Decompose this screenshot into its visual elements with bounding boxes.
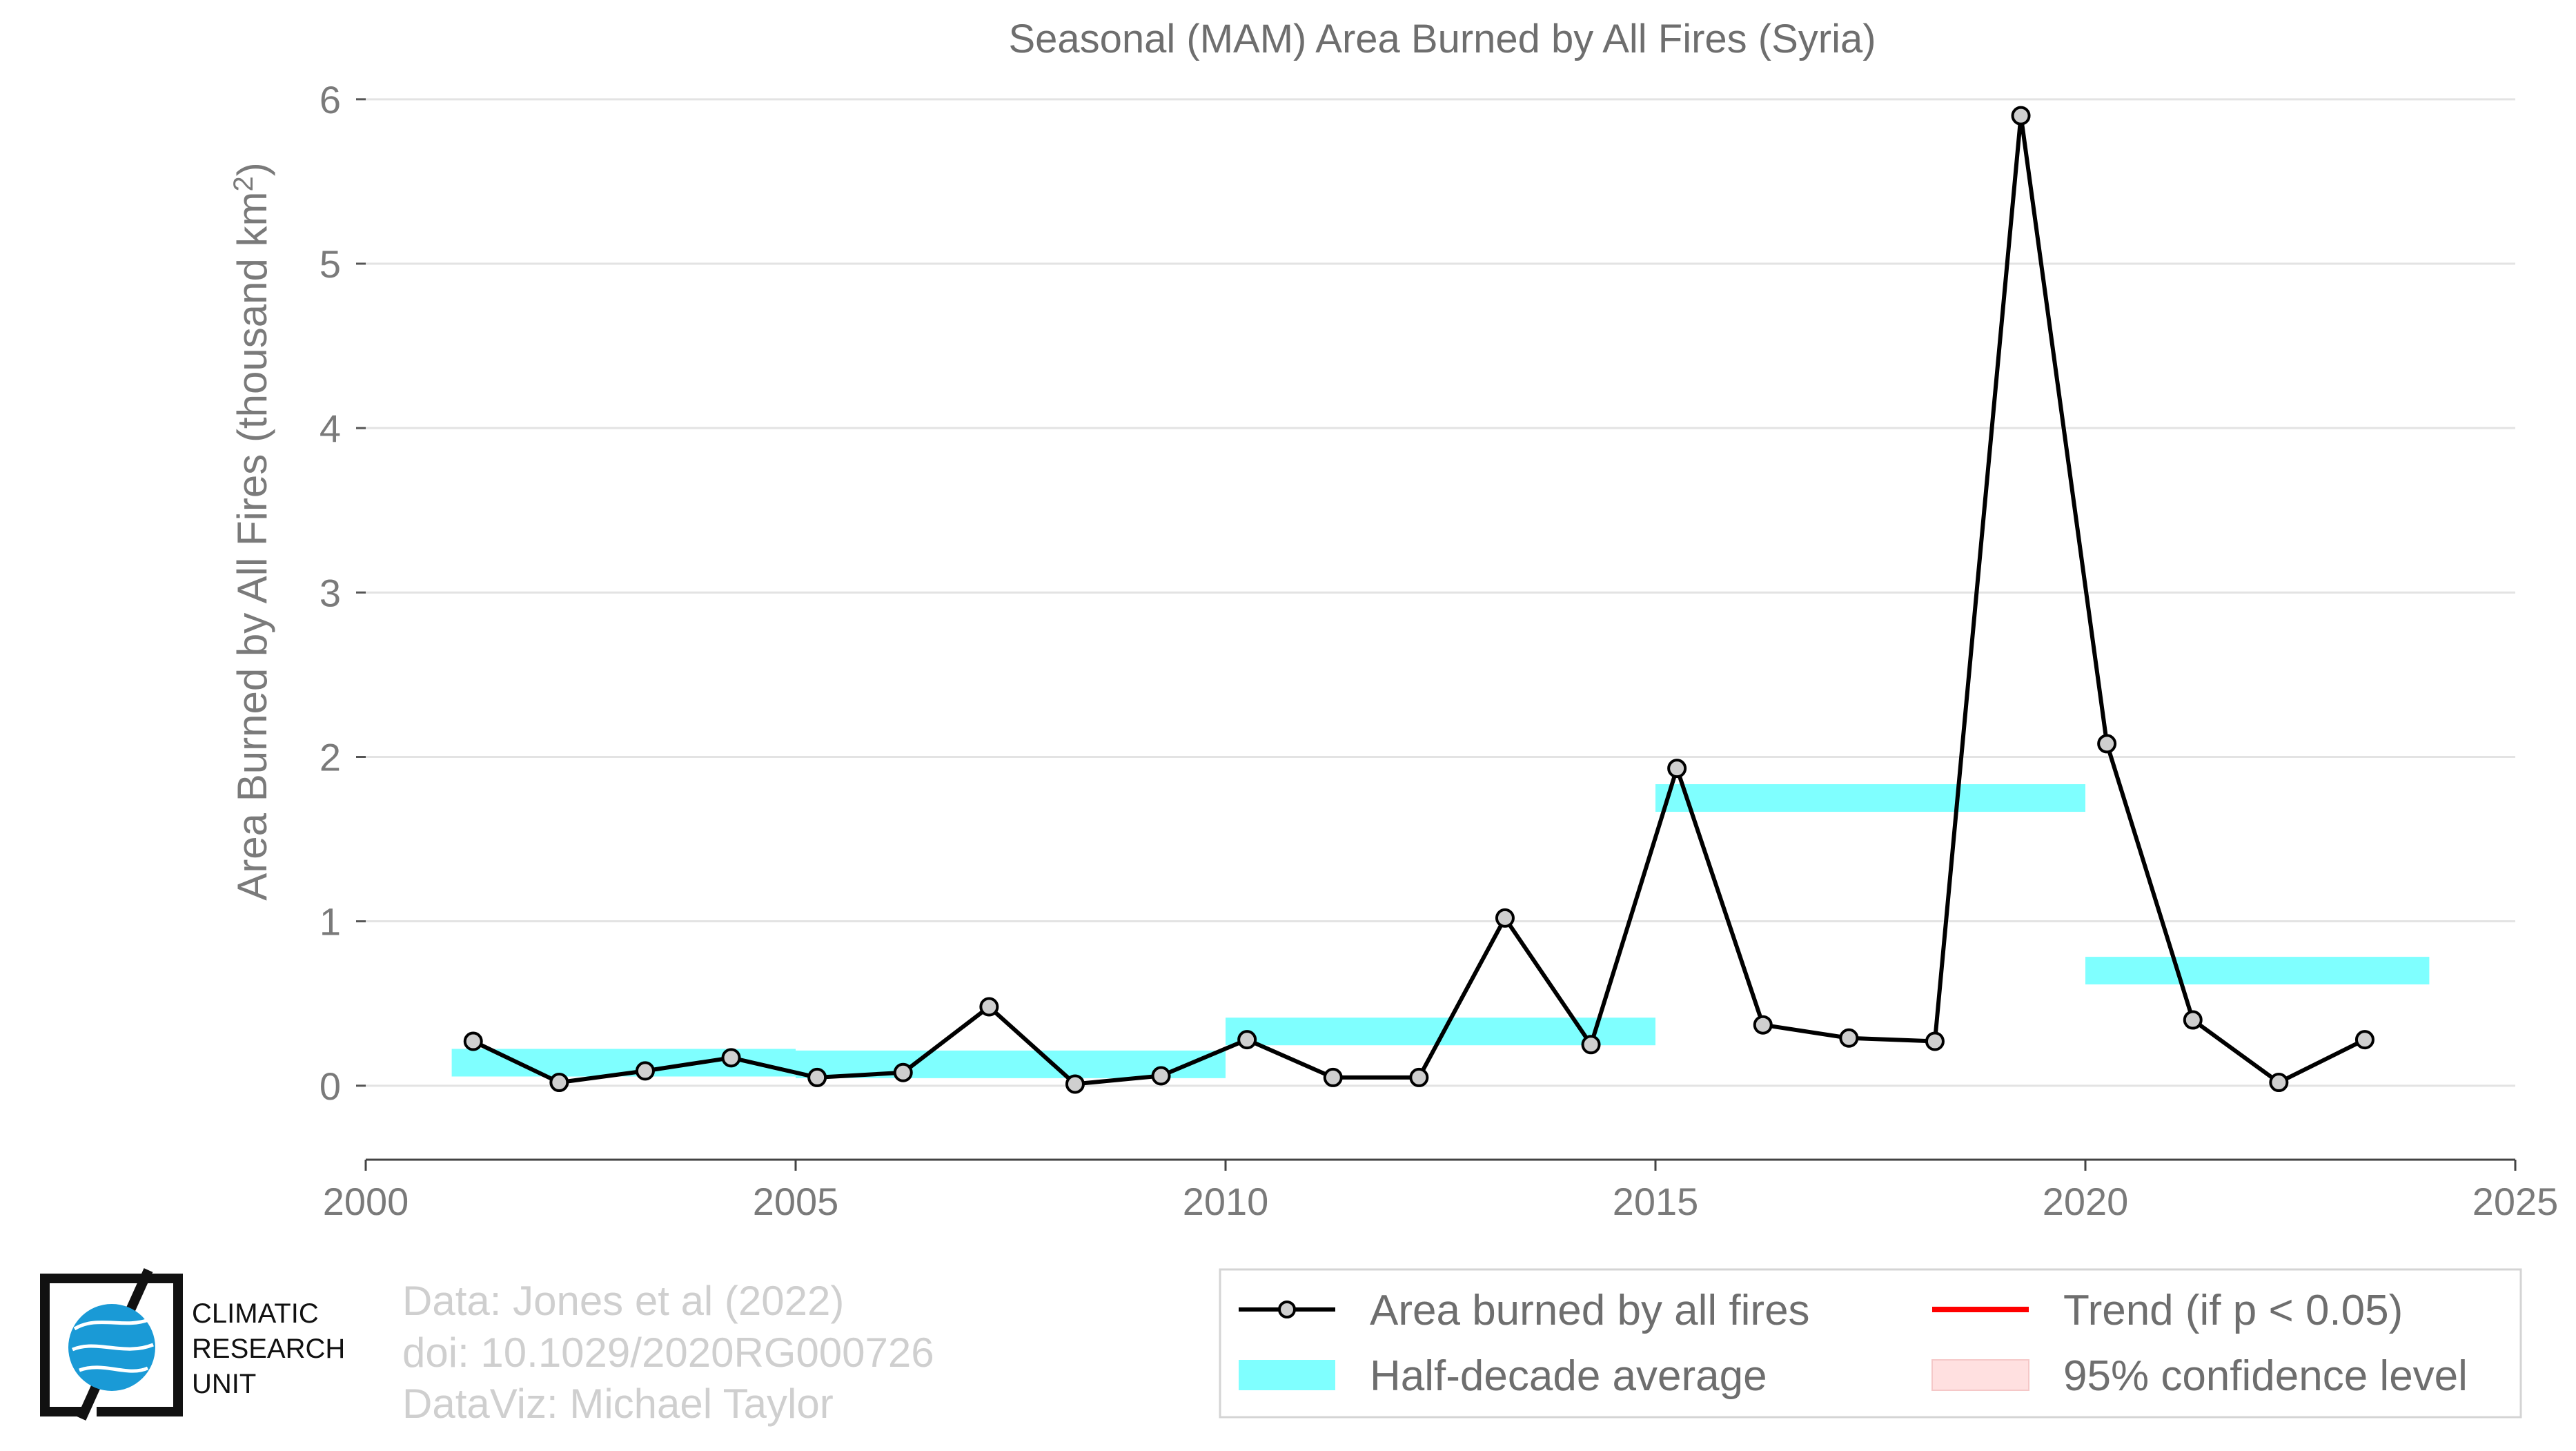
footer: Data: Jones et al (2022) doi: 10.1029/20…	[402, 1278, 934, 1427]
footer-dataviz: DataViz: Michael Taylor	[402, 1381, 834, 1427]
x-tick-label-2000: 2000	[323, 1180, 409, 1223]
legend-label-0: Area burned by all fires	[1370, 1287, 1810, 1334]
y-tick-label-5: 5	[319, 242, 341, 286]
data-point-7	[1065, 1074, 1085, 1094]
data-point-9	[1237, 1030, 1257, 1050]
half-decade-bar-4	[2085, 957, 2430, 985]
data-point-1	[549, 1073, 569, 1093]
footer-data-source: Data: Jones et al (2022)	[402, 1278, 844, 1324]
logo-text-research: RESEARCH	[192, 1334, 345, 1364]
legend-items: Area burned by all fires Trend (if p < 0.…	[1239, 1287, 2468, 1400]
data-point-8	[1151, 1066, 1171, 1086]
data-point-4	[807, 1067, 827, 1087]
x-axis: 2000 2005 2010 2015 2020 2025	[323, 1158, 2559, 1223]
half-decade-bar-3	[1655, 784, 2085, 812]
data-point-17	[1925, 1031, 1945, 1051]
y-tick-label-6: 6	[319, 78, 341, 121]
data-point-21	[2269, 1073, 2289, 1093]
data-point-18	[2011, 106, 2031, 126]
data-point-0	[463, 1031, 483, 1051]
y-tick-label-1: 1	[319, 900, 341, 944]
x-tick-label-2020: 2020	[2043, 1180, 2129, 1223]
data-point-3	[721, 1048, 741, 1068]
chart-title: Seasonal (MAM) Area Burned by All Fires …	[1008, 17, 1876, 61]
cru-logo: CLIMATIC RESEARCH UNIT	[40, 1268, 345, 1421]
logo-bracket-right	[97, 1274, 183, 1416]
legend-band-symbol	[1239, 1360, 1335, 1390]
data-point-19	[2097, 734, 2117, 754]
logo-text-climatic: CLIMATIC	[192, 1298, 319, 1329]
y-axis-ticks: 0 1 2 3 4 5 6	[319, 78, 366, 1108]
data-point-13	[1581, 1035, 1601, 1055]
grid-lines	[366, 98, 2515, 1087]
legend: Area burned by all fires Trend (if p < 0.…	[1219, 1268, 2522, 1419]
y-tick-label-2: 2	[319, 735, 341, 779]
data-point-16	[1839, 1028, 1859, 1048]
series-area-burned	[463, 106, 2375, 1094]
series-line-0	[472, 113, 2366, 1087]
legend-box	[1219, 1268, 2522, 1419]
data-point-11	[1409, 1067, 1429, 1087]
x-tick-label-2010: 2010	[1183, 1180, 1269, 1223]
legend-patch-symbol	[1931, 1359, 2029, 1391]
x-tick-label-2025: 2025	[2472, 1180, 2559, 1223]
data-point-6	[979, 997, 999, 1017]
x-tick-label-2005: 2005	[753, 1180, 839, 1223]
data-point-10	[1323, 1067, 1343, 1087]
data-point-14	[1667, 759, 1687, 779]
legend-label-1: Trend (if p < 0.05)	[2063, 1287, 2403, 1334]
data-point-2	[635, 1061, 655, 1081]
data-point-20	[2183, 1010, 2203, 1030]
y-axis-title: Area Burned by All Fires (thousand km2)	[228, 162, 275, 900]
data-point-15	[1753, 1015, 1773, 1035]
legend-label-3: 95% confidence level	[2063, 1352, 2468, 1400]
x-tick-label-2015: 2015	[1613, 1180, 1699, 1223]
globe-swirl	[72, 1318, 154, 1373]
y-tick-label-3: 3	[319, 571, 341, 614]
y-tick-label-0: 0	[319, 1064, 341, 1108]
legend-label-2: Half-decade average	[1370, 1352, 1767, 1400]
footer-doi: doi: 10.1029/2020RG000726	[402, 1330, 934, 1376]
legend-marker-symbol	[1278, 1301, 1296, 1318]
data-point-12	[1495, 908, 1515, 928]
logo-bracket-left	[40, 1274, 141, 1416]
data-point-5	[893, 1062, 913, 1082]
data-point-22	[2354, 1030, 2375, 1050]
y-tick-label-4: 4	[319, 407, 341, 450]
logo-text-unit: UNIT	[192, 1369, 256, 1399]
